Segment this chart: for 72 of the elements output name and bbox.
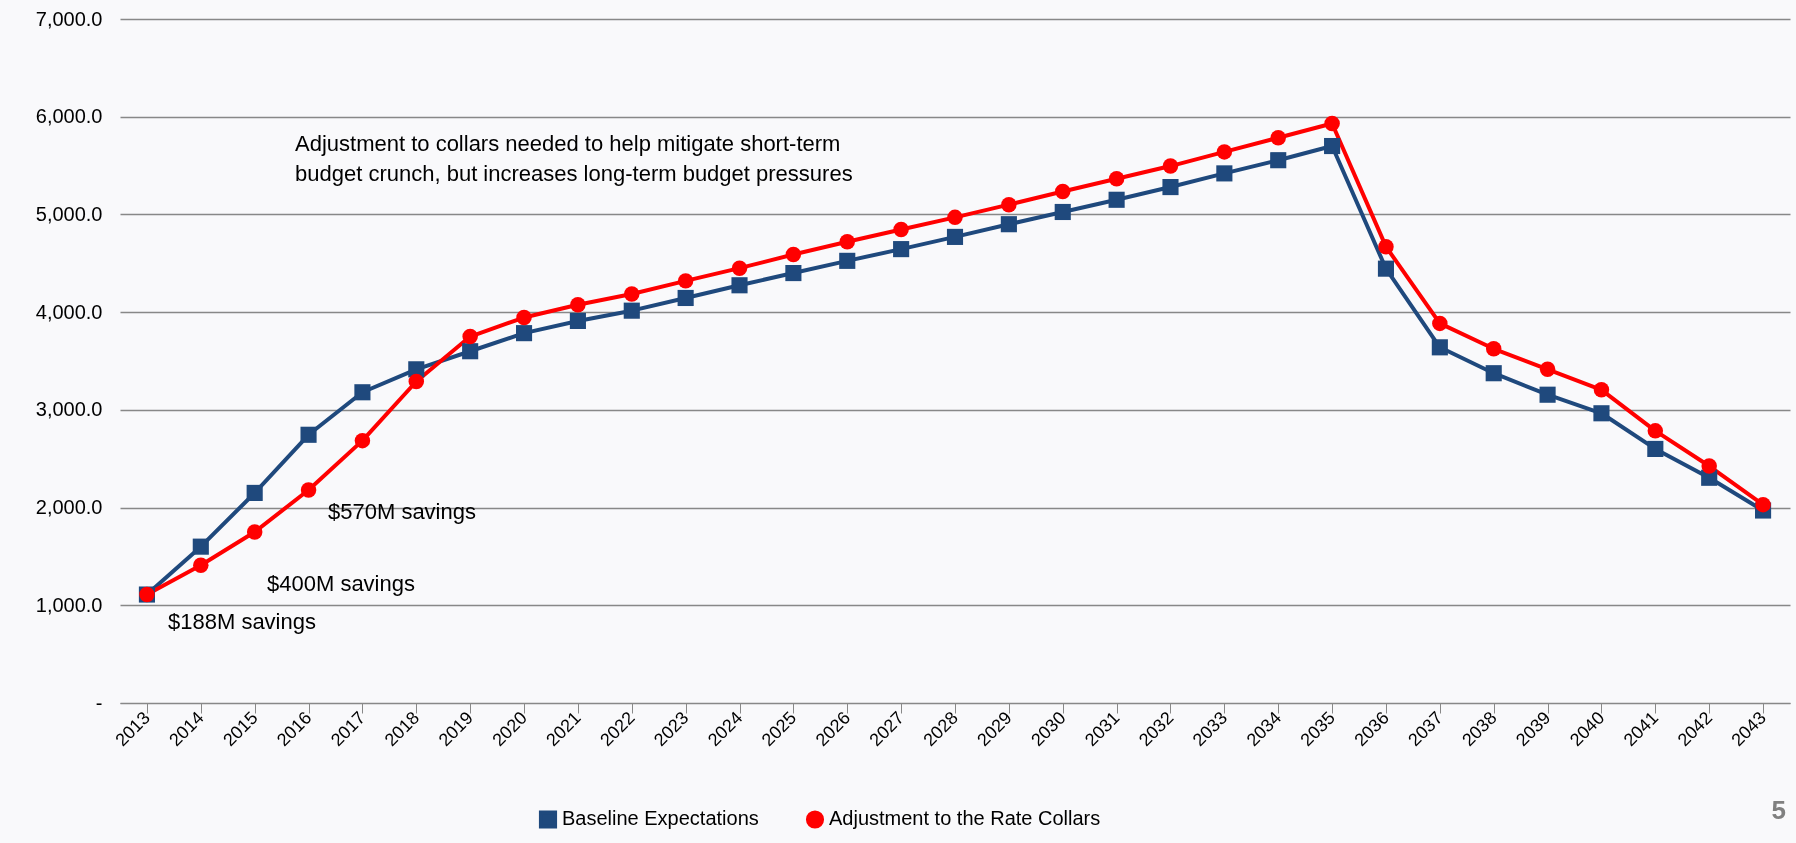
legend-label: Adjustment to the Rate Collars — [829, 807, 1101, 830]
point — [731, 277, 748, 294]
annotation: $188M savings — [168, 609, 316, 634]
annotation: $400M savings — [267, 571, 415, 596]
point — [408, 373, 425, 390]
point — [1001, 196, 1017, 213]
text: 5 — [1771, 795, 1786, 825]
point — [624, 286, 640, 302]
point — [1054, 203, 1071, 221]
point — [354, 432, 371, 449]
point — [785, 265, 802, 282]
point — [623, 302, 640, 319]
point — [300, 482, 317, 498]
point — [462, 343, 479, 360]
point — [516, 309, 532, 326]
point — [677, 273, 694, 289]
point — [1593, 405, 1610, 422]
point — [300, 426, 317, 443]
point — [1593, 382, 1610, 398]
point — [1324, 115, 1340, 132]
point — [1324, 137, 1341, 155]
point — [1378, 238, 1394, 255]
point — [1216, 144, 1233, 160]
point — [893, 221, 909, 238]
point — [1755, 496, 1771, 513]
point — [1108, 191, 1125, 208]
point — [1000, 216, 1017, 233]
point — [1162, 179, 1179, 196]
point — [731, 260, 748, 276]
point — [192, 538, 209, 555]
point — [462, 328, 478, 345]
point — [1485, 341, 1502, 357]
point — [1162, 158, 1179, 174]
point — [1377, 260, 1395, 277]
annotation: $570M savings — [328, 499, 476, 524]
point — [193, 557, 209, 573]
point — [570, 297, 586, 313]
point — [246, 524, 263, 540]
point — [354, 384, 371, 401]
point — [1701, 458, 1717, 474]
point — [1647, 423, 1664, 439]
point — [1432, 315, 1448, 332]
point — [839, 252, 856, 269]
point — [515, 325, 533, 342]
point — [785, 246, 802, 263]
point — [1539, 386, 1556, 403]
point — [1539, 361, 1556, 378]
y-tick-label: 2,000.0 — [35, 496, 103, 519]
point — [1270, 152, 1287, 169]
y-tick-label: 4,000.0 — [35, 300, 103, 323]
point — [946, 228, 964, 245]
point — [569, 312, 586, 329]
y-tick-label: 5,000.0 — [35, 202, 103, 225]
point — [893, 241, 910, 258]
y-tick-label: 1,000.0 — [35, 593, 103, 616]
y-tick-label: 3,000.0 — [35, 398, 103, 421]
point — [677, 289, 694, 307]
y-tick-label: - — [95, 691, 103, 714]
annotation: Adjustment to collars needed to help mitigate short-term budget crunch, but increases long-term budget pressures — [295, 131, 853, 186]
point — [947, 209, 963, 226]
y-tick-label: 6,000.0 — [35, 105, 103, 128]
point — [1431, 339, 1448, 356]
point — [1485, 365, 1502, 382]
legend-label: Baseline Expectations — [562, 807, 759, 830]
point — [1108, 171, 1125, 187]
point — [1055, 183, 1071, 200]
point — [1270, 129, 1286, 146]
point — [246, 484, 263, 501]
y-tick-label: 7,000.0 — [35, 7, 103, 30]
point — [839, 234, 855, 250]
point — [1216, 165, 1233, 182]
point — [1647, 440, 1664, 458]
